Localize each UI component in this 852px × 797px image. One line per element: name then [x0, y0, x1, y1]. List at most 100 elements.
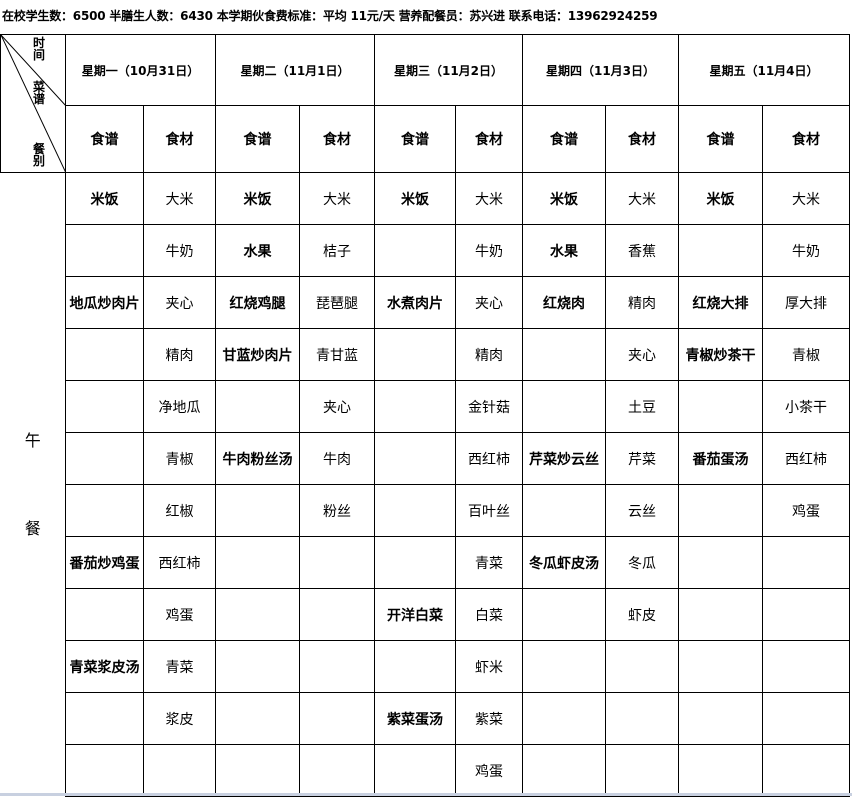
- ingredient-cell: 大米: [605, 172, 679, 225]
- subheader-recipe: 食谱: [215, 105, 300, 173]
- subheader-recipe: 食谱: [522, 105, 606, 173]
- recipe-cell: [65, 692, 144, 745]
- table-row: 红椒 粉丝 百叶丝 云丝 鸡蛋: [1, 484, 850, 537]
- ingredient-cell: 夹心: [299, 380, 375, 433]
- ingredient-cell: 芹菜: [605, 432, 679, 485]
- recipe-cell: 芹菜炒云丝: [522, 432, 606, 485]
- recipe-cell: [522, 484, 606, 537]
- table-row: 午餐米饭 大米 米饭 大米 米饭 大米 米饭 大米 米饭 大米: [0, 172, 850, 797]
- subheader-ingredient: 食材: [605, 105, 679, 173]
- ingredient-cell: 精肉: [143, 328, 216, 381]
- recipe-cell: [215, 744, 300, 797]
- ingredient-cell: 净地瓜: [143, 380, 216, 433]
- recipe-cell: [374, 328, 456, 381]
- ingredient-cell: 桔子: [299, 224, 375, 277]
- recipe-cell: [215, 692, 300, 745]
- recipe-cell: [522, 588, 606, 641]
- ingredient-cell: 厚大排: [762, 276, 850, 329]
- recipe-cell: [678, 744, 763, 797]
- ingredient-cell: 精肉: [455, 328, 523, 381]
- ingredient-cell: 鸡蛋: [143, 588, 216, 641]
- table-row: 牛奶 水果 桔子 牛奶 水果 香蕉 牛奶: [1, 224, 850, 277]
- ingredient-cell: 青甘蓝: [299, 328, 375, 381]
- recipe-cell: 米饭: [65, 172, 144, 225]
- recipe-cell: [65, 328, 144, 381]
- recipe-cell: 紫菜蛋汤: [374, 692, 456, 745]
- recipe-cell: [522, 692, 606, 745]
- recipe-cell: 水果: [522, 224, 606, 277]
- recipe-cell: [215, 588, 300, 641]
- corner-char: 别: [32, 154, 45, 168]
- recipe-cell: [65, 224, 144, 277]
- subheader-recipe: 食谱: [65, 105, 144, 173]
- ingredient-cell: 虾皮: [605, 588, 679, 641]
- ingredient-cell: 牛奶: [455, 224, 523, 277]
- recipe-cell: 青菜浆皮汤: [65, 640, 144, 693]
- recipe-cell: 地瓜炒肉片: [65, 276, 144, 329]
- recipe-cell: [678, 224, 763, 277]
- recipe-cell: 红烧大排: [678, 276, 763, 329]
- ingredient-cell: 西红柿: [455, 432, 523, 485]
- recipe-cell: [374, 432, 456, 485]
- ingredient-cell: 鸡蛋: [762, 484, 850, 537]
- meal-label: 午餐: [0, 172, 66, 797]
- corner-char: 菜: [32, 80, 45, 94]
- table-row: 番茄炒鸡蛋 西红柿 青菜 冬瓜虾皮汤 冬瓜: [1, 536, 850, 589]
- ingredient-cell: 精肉: [605, 276, 679, 329]
- recipe-cell: 红烧肉: [522, 276, 606, 329]
- ingredient-cell: [299, 640, 375, 693]
- ingredient-cell: [762, 536, 850, 589]
- corner-header: 时间 菜谱 餐别: [0, 34, 66, 173]
- recipe-cell: 水果: [215, 224, 300, 277]
- ingredient-cell: [762, 588, 850, 641]
- recipe-cell: [522, 380, 606, 433]
- subheader-recipe: 食谱: [374, 105, 456, 173]
- recipe-cell: [374, 380, 456, 433]
- recipe-cell: [678, 640, 763, 693]
- ingredient-cell: 夹心: [605, 328, 679, 381]
- ingredient-cell: [143, 744, 216, 797]
- recipe-cell: [65, 432, 144, 485]
- recipe-cell: 番茄蛋汤: [678, 432, 763, 485]
- ingredient-cell: 鸡蛋: [455, 744, 523, 797]
- ingredient-cell: 大米: [299, 172, 375, 225]
- ingredient-cell: 百叶丝: [455, 484, 523, 537]
- recipe-cell: [374, 224, 456, 277]
- recipe-cell: [374, 536, 456, 589]
- recipe-cell: 开洋白菜: [374, 588, 456, 641]
- ingredient-cell: [762, 640, 850, 693]
- table-row: 青椒 牛肉粉丝汤 牛肉 西红柿 芹菜炒云丝 芹菜 番茄蛋汤 西红柿: [1, 432, 850, 485]
- ingredient-cell: 云丝: [605, 484, 679, 537]
- recipe-cell: [65, 588, 144, 641]
- recipe-cell: 牛肉粉丝汤: [215, 432, 300, 485]
- recipe-cell: 番茄炒鸡蛋: [65, 536, 144, 589]
- info-line: 在校学生数：6500 半膳生人数：6430 本学期伙食费标准：平均 11元/天 …: [2, 9, 658, 23]
- ingredient-cell: 虾米: [455, 640, 523, 693]
- subheader-ingredient: 食材: [299, 105, 375, 173]
- ingredient-cell: [605, 692, 679, 745]
- recipe-cell: [678, 692, 763, 745]
- ingredient-cell: 白菜: [455, 588, 523, 641]
- recipe-cell: [215, 536, 300, 589]
- horizontal-scrollbar[interactable]: [0, 793, 852, 796]
- ingredient-cell: [762, 744, 850, 797]
- table-row: 地瓜炒肉片 夹心 红烧鸡腿 琵琶腿 水煮肉片 夹心 红烧肉 精肉 红烧大排 厚大排: [1, 276, 850, 329]
- recipe-cell: 米饭: [374, 172, 456, 225]
- ingredient-cell: 大米: [762, 172, 850, 225]
- ingredient-cell: 浆皮: [143, 692, 216, 745]
- day-header: 星期五（11月4日）: [678, 34, 850, 106]
- ingredient-cell: 小茶干: [762, 380, 850, 433]
- recipe-cell: 米饭: [215, 172, 300, 225]
- subheader-recipe: 食谱: [678, 105, 763, 173]
- ingredient-cell: 青椒: [143, 432, 216, 485]
- recipe-cell: [215, 484, 300, 537]
- recipe-cell: [374, 744, 456, 797]
- recipe-cell: 青椒炒茶干: [678, 328, 763, 381]
- ingredient-cell: 金针菇: [455, 380, 523, 433]
- ingredient-cell: 大米: [143, 172, 216, 225]
- table-row: 青菜浆皮汤 青菜 虾米: [1, 640, 850, 693]
- ingredient-cell: 牛奶: [762, 224, 850, 277]
- diagonal-lines: [1, 35, 65, 171]
- ingredient-cell: 西红柿: [762, 432, 850, 485]
- corner-menu: 菜谱: [25, 81, 45, 105]
